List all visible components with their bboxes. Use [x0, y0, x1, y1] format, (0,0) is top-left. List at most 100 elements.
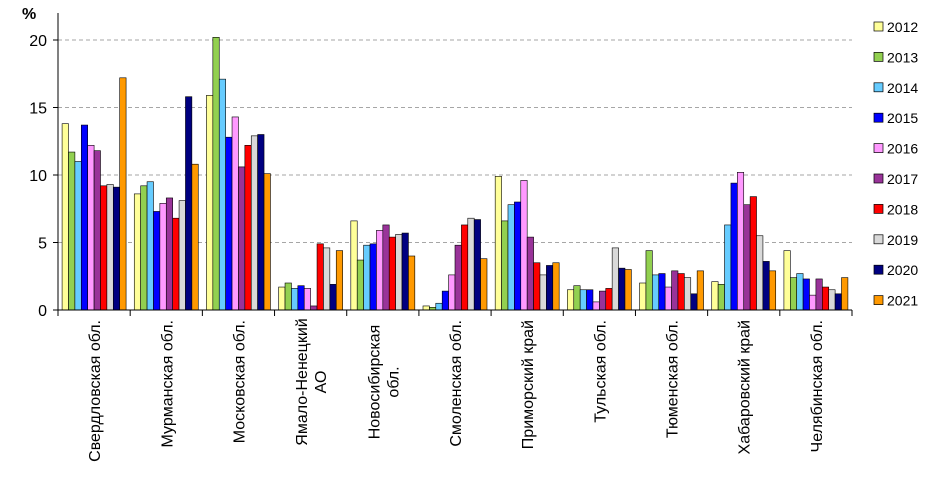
category-label: Приморский край: [520, 320, 537, 449]
bar-2021-8: [624, 269, 632, 311]
category-label-text: Ямало-Ненецкий: [294, 318, 311, 445]
bar-2015-5: [369, 243, 377, 311]
bar-2015-9: [658, 273, 666, 311]
bar-2018-5: [388, 236, 396, 311]
bar-2018-10: [749, 196, 757, 311]
category-label-text: Смоленская обл.: [448, 320, 465, 447]
bar-2021-2: [191, 163, 199, 311]
bar-2017-5: [382, 224, 390, 311]
legend-swatch-2018: [873, 204, 884, 214]
bar-2014-3: [218, 78, 226, 311]
bar-2014-9: [652, 274, 660, 311]
bar-2015-8: [586, 289, 594, 311]
legend-swatch-2013: [873, 52, 884, 62]
legend-label-2019: 2019: [887, 232, 918, 248]
category-label-text: Свердловская обл.: [87, 320, 104, 462]
bar-2016-4: [303, 288, 311, 311]
bar-2014-2: [146, 181, 154, 311]
bar-2018-7: [533, 262, 541, 311]
y-tick-labels: 0 5 10 15 20: [29, 33, 47, 320]
bar-2015-11: [802, 278, 810, 311]
bar-2013-1: [68, 151, 76, 311]
bar-2016-3: [231, 116, 239, 311]
bar-2016-10: [737, 172, 745, 311]
bar-2021-7: [552, 262, 560, 311]
bar-2021-9: [696, 270, 704, 311]
bar-2013-4: [284, 282, 292, 311]
bar-2012-11: [783, 250, 791, 311]
legend-swatch-2012: [873, 21, 884, 32]
bar-2014-11: [796, 273, 804, 311]
bar-2012-5: [350, 220, 358, 311]
bar-2019-2: [178, 200, 186, 311]
bar-2017-1: [93, 150, 101, 311]
bar-2015-7: [514, 201, 522, 311]
bar-2016-6: [448, 274, 456, 311]
bar-2016-1: [87, 145, 95, 311]
legend-label-2015: 2015: [887, 110, 918, 126]
bar-2015-1: [80, 124, 88, 311]
bar-2020-11: [834, 293, 842, 311]
bar-2016-8: [592, 301, 600, 311]
bar-2013-5: [356, 259, 364, 311]
bar-2019-1: [106, 184, 114, 311]
bar-2015-3: [225, 136, 233, 311]
category-label-text: Челябинская обл.: [809, 320, 826, 452]
category-label-text: Приморский край: [520, 320, 537, 449]
bar-2020-7: [546, 265, 554, 311]
bar-2017-6: [454, 244, 462, 311]
y-tick-label: 15: [29, 101, 47, 118]
legend-swatch-2019: [873, 234, 884, 245]
bar-2016-7: [520, 180, 528, 311]
legend-label-2018: 2018: [887, 201, 918, 217]
bar-2017-9: [671, 270, 679, 311]
bar-2015-2: [153, 211, 161, 311]
legend-label-2016: 2016: [887, 141, 918, 157]
legend-label-2021: 2021: [887, 293, 918, 309]
category-label-text: Московская обл.: [231, 320, 248, 443]
bar-2019-8: [611, 247, 619, 311]
bar-2017-7: [526, 236, 534, 311]
bar-2013-11: [790, 277, 798, 311]
bar-2013-7: [501, 220, 509, 311]
bar-2019-7: [539, 274, 547, 311]
y-axis-title: %: [22, 6, 36, 23]
bar-2018-1: [100, 185, 108, 311]
bar-2012-7: [494, 176, 502, 311]
bar-2017-10: [743, 204, 751, 311]
bar-2018-11: [822, 286, 830, 311]
y-tick-label: 20: [29, 33, 47, 50]
bar-2020-6: [473, 219, 481, 311]
bar-2013-9: [645, 250, 653, 311]
bar-2018-6: [461, 224, 469, 311]
category-label-text: Мурманская обл.: [159, 320, 176, 447]
bar-2019-3: [250, 135, 258, 311]
category-label: Ямало-Ненецкий АО: [294, 318, 330, 445]
bar-2019-11: [828, 289, 836, 311]
legend-swatch-2015: [873, 112, 884, 123]
bar-2021-10: [769, 270, 777, 311]
bar-2019-9: [684, 277, 692, 311]
bar-2019-4: [323, 247, 331, 311]
bar-2012-10: [711, 281, 719, 311]
bar-2014-7: [507, 204, 515, 311]
bar-2014-6: [435, 302, 443, 311]
gridlines: [58, 39, 852, 243]
bar-2018-4: [316, 243, 324, 311]
bar-2017-8: [599, 290, 607, 311]
legend-swatch-2016: [873, 143, 884, 153]
bar-2015-10: [730, 182, 738, 311]
bar-2016-5: [376, 230, 384, 311]
bar-2012-1: [61, 123, 69, 311]
bar-2016-2: [159, 203, 167, 311]
bar-2013-3: [212, 36, 220, 311]
y-tick-label: 10: [29, 168, 47, 185]
bar-2012-4: [278, 286, 286, 311]
legend-swatch-2020: [873, 264, 884, 275]
bar-2014-10: [724, 224, 732, 311]
legend-label-2020: 2020: [887, 262, 918, 278]
bar-2018-9: [677, 273, 685, 311]
bar-2014-8: [579, 289, 587, 311]
